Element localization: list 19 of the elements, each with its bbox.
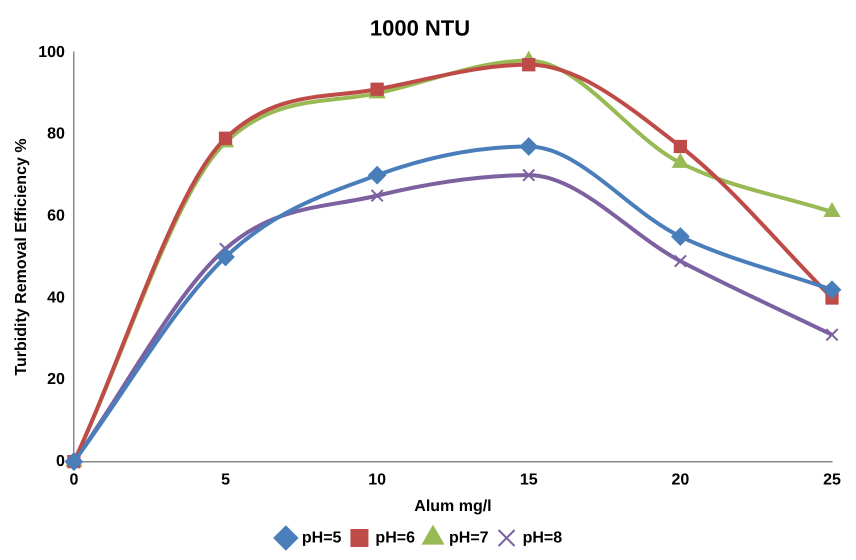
y-tick-label: 100: [38, 44, 65, 61]
x-tick-label: 10: [368, 472, 386, 489]
y-tick-label: 20: [47, 371, 65, 388]
x-tick-label: 0: [69, 472, 78, 489]
x-tick-label: 20: [671, 472, 690, 489]
y-tick-label: 80: [47, 126, 65, 143]
legend-label: pH=5: [302, 529, 342, 546]
x-tick-label: 5: [221, 472, 230, 489]
x-tick-label: 15: [520, 472, 538, 489]
x-tick-label: 25: [823, 472, 841, 489]
legend-label: pH=8: [522, 529, 562, 546]
x-axis-title: Alum mg/l: [414, 498, 492, 515]
y-tick-label: 60: [47, 207, 65, 224]
y-tick-label: 0: [56, 453, 65, 470]
y-axis-title: Turbidity Removal Efficiency %: [13, 138, 30, 376]
y-tick-label: 40: [47, 289, 65, 306]
legend-label: pH=7: [449, 529, 489, 546]
chart-title: 1000 NTU: [370, 15, 470, 40]
legend-label: pH=6: [375, 529, 416, 546]
